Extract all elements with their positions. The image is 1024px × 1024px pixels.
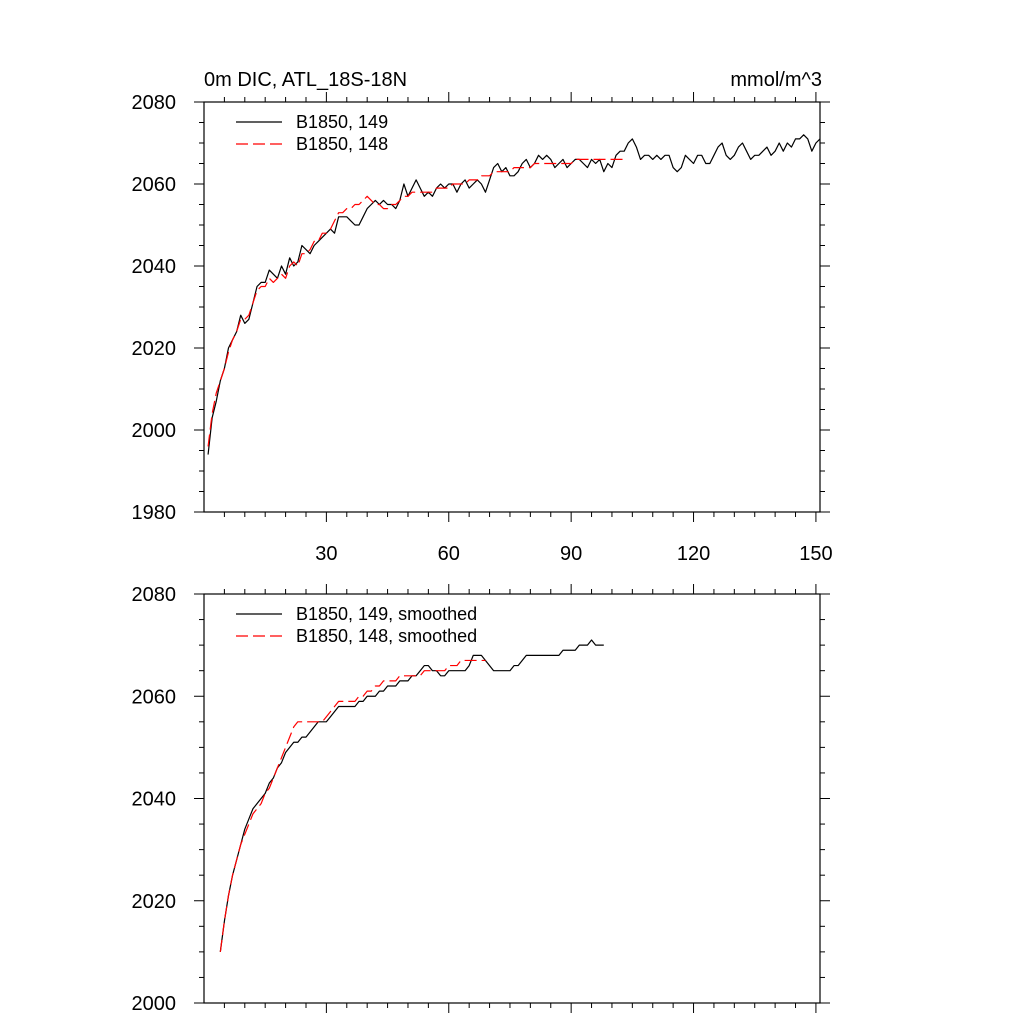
series-line-0 [207,134,821,455]
units-label: mmol/m^3 [730,69,822,91]
x-tick-label: 90 [560,543,582,565]
chart-title: 0m DIC, ATL_18S-18N [204,69,407,91]
legend-label: B1850, 149 [296,112,388,132]
y-tick-label: 2040 [132,789,177,811]
legend-label: B1850, 148 [296,134,388,154]
x-tick-label: 120 [677,543,710,565]
x-tick-label: 150 [799,543,832,565]
upper-panel: 1980 2000 2020 2040 2060 2080 30 60 90 120 150 B185… [132,92,833,565]
series-line-1 [219,659,486,952]
series-line-0 [219,639,604,952]
y-tick-label: 2080 [132,92,177,114]
y-tick-label: 2060 [132,174,177,196]
y-tick-label: 2060 [132,686,177,708]
x-tick-label: 60 [438,543,460,565]
y-tick-label: 2020 [132,338,177,360]
plot-frame [203,101,821,513]
y-tick-label: 2020 [132,891,177,913]
y-tick-label: 2000 [132,420,177,442]
legend-label: B1850, 149, smoothed [296,604,477,624]
series-line-1 [207,158,625,447]
y-tick-label: 2040 [132,256,177,278]
lower-panel: 2000 2020 2040 2060 2080 B1850, 149, smoothed… [132,584,830,1015]
y-tick-label: 2080 [132,584,177,606]
x-tick-label: 30 [315,543,337,565]
legend-label: B1850, 148, smoothed [296,626,477,646]
plot-frame [203,593,821,1004]
y-tick-label: 1980 [132,502,177,524]
y-tick-label: 2000 [132,993,177,1015]
